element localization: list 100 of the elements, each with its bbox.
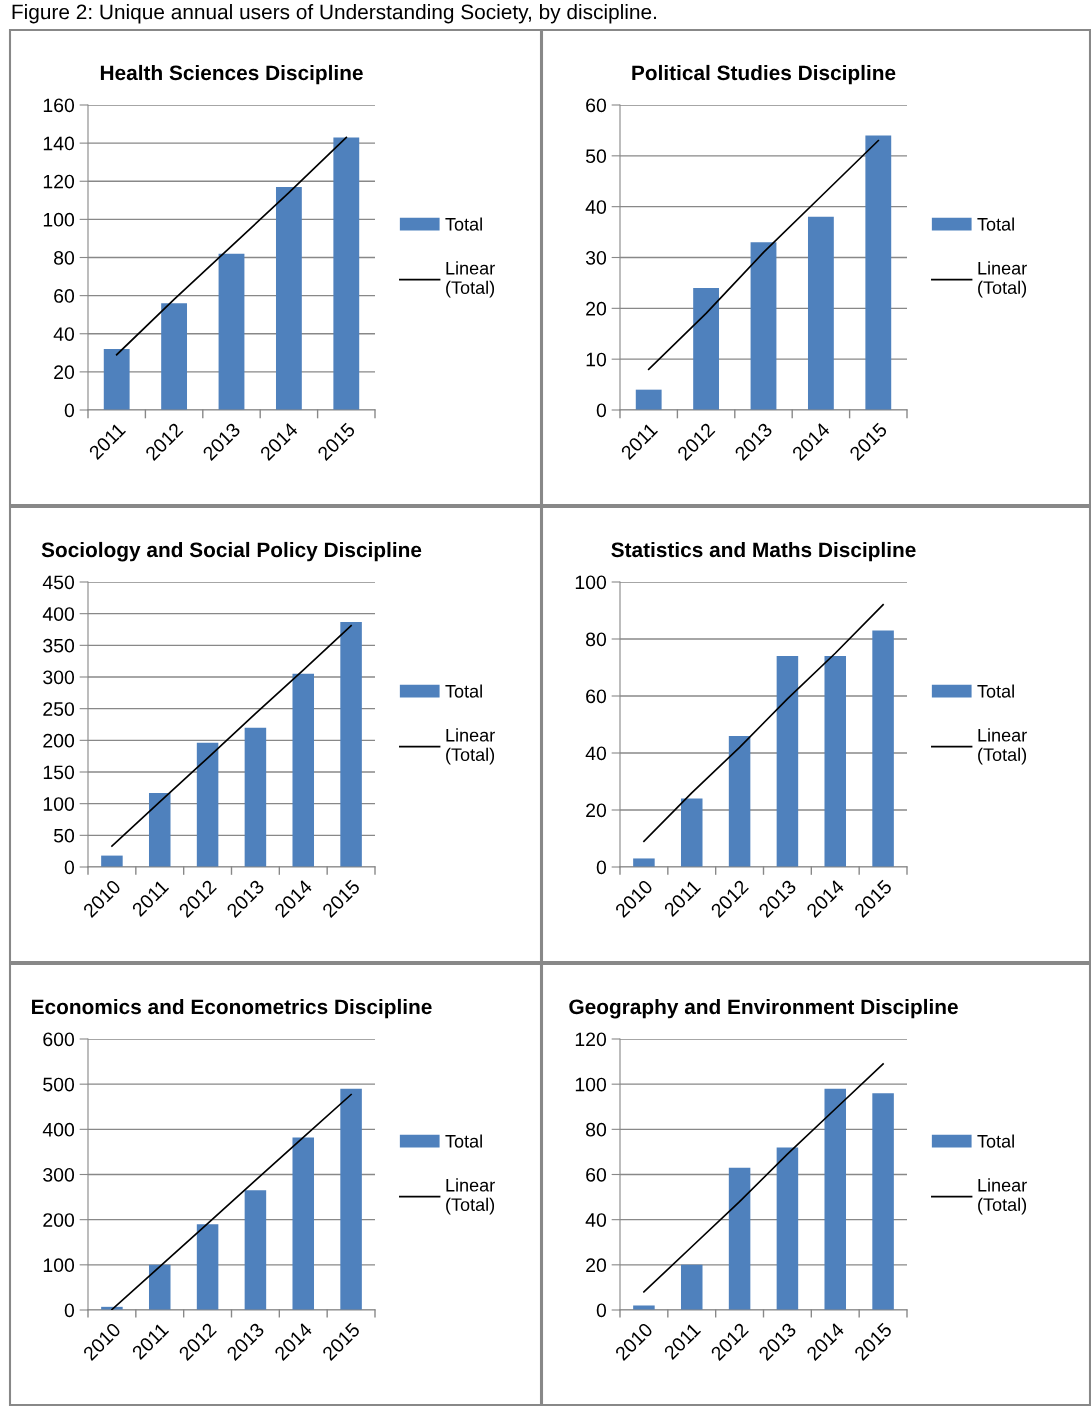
bar bbox=[244, 727, 267, 867]
y-tick-label: 40 bbox=[585, 746, 607, 761]
y-tick-label: 100 bbox=[43, 1258, 75, 1273]
y-tick-label: 0 bbox=[64, 403, 75, 418]
bar bbox=[101, 855, 123, 867]
bar bbox=[693, 288, 720, 410]
y-tick-label: 0 bbox=[64, 860, 75, 875]
y-tick-label: 80 bbox=[54, 250, 75, 265]
bar bbox=[103, 349, 130, 410]
y-tick-label: 60 bbox=[586, 689, 607, 704]
y-tick-label: 100 bbox=[575, 575, 607, 590]
bar bbox=[824, 1088, 847, 1310]
y-tick-label: 120 bbox=[575, 1032, 607, 1047]
chart-title: Political Studies Discipline bbox=[632, 64, 896, 85]
y-tick-label: 0 bbox=[596, 403, 607, 418]
y-tick-label: 0 bbox=[596, 860, 607, 875]
bar bbox=[633, 1305, 655, 1310]
y-tick-label: 50 bbox=[585, 149, 607, 164]
bar bbox=[275, 186, 302, 410]
chart-title: Economics and Econometrics Discipline bbox=[32, 998, 432, 1019]
y-tick-label: 60 bbox=[54, 289, 75, 303]
y-tick-label: 40 bbox=[53, 327, 75, 341]
y-tick-label: 60 bbox=[586, 98, 607, 113]
y-tick-label: 10 bbox=[586, 352, 607, 367]
legend-label: Linear (Total) bbox=[978, 261, 1027, 298]
y-tick-label: 160 bbox=[43, 98, 75, 113]
bar bbox=[750, 242, 777, 410]
chart-title: Sociology and Social Policy Discipline bbox=[41, 541, 422, 562]
y-tick-label: 400 bbox=[42, 1122, 75, 1137]
bar bbox=[633, 858, 655, 867]
line-series bbox=[111, 624, 352, 847]
bar bbox=[824, 656, 847, 867]
legend-label: Total bbox=[445, 1134, 482, 1148]
y-tick-label: 0 bbox=[64, 1303, 75, 1318]
y-tick-label: 500 bbox=[43, 1077, 75, 1092]
y-tick-label: 200 bbox=[43, 1213, 75, 1227]
y-tick-label: 200 bbox=[43, 733, 75, 748]
y-tick-label: 600 bbox=[43, 1032, 75, 1047]
y-tick-label: 80 bbox=[586, 1122, 607, 1137]
legend-label: Linear (Total) bbox=[978, 728, 1027, 765]
bar bbox=[728, 1167, 751, 1310]
bar bbox=[340, 1088, 362, 1310]
y-tick-label: 40 bbox=[585, 1213, 607, 1227]
y-tick-label: 20 bbox=[586, 1258, 607, 1273]
y-tick-label: 100 bbox=[43, 797, 75, 811]
y-tick-label: 120 bbox=[43, 174, 75, 189]
y-tick-label: 80 bbox=[586, 632, 607, 647]
y-tick-label: 140 bbox=[43, 136, 75, 151]
bar bbox=[292, 1137, 315, 1310]
legend-label: Total bbox=[977, 1134, 1014, 1148]
legend-label: Total bbox=[445, 684, 482, 698]
y-tick-label: 40 bbox=[585, 200, 607, 214]
bar bbox=[776, 656, 799, 867]
legend-label: Linear (Total) bbox=[978, 1178, 1027, 1215]
bar bbox=[776, 1147, 799, 1310]
chart-title: Geography and Environment Discipline bbox=[569, 998, 958, 1019]
legend-label: Linear (Total) bbox=[446, 1178, 495, 1215]
bar bbox=[680, 1264, 703, 1310]
line-series bbox=[643, 1063, 884, 1293]
y-tick-label: 30 bbox=[585, 250, 607, 265]
bar bbox=[244, 1190, 267, 1310]
bar bbox=[161, 303, 188, 410]
y-tick-label: 400 bbox=[42, 607, 75, 621]
y-tick-label: 100 bbox=[575, 1077, 607, 1092]
y-tick-label: 250 bbox=[43, 702, 75, 716]
y-tick-label: 350 bbox=[43, 638, 75, 653]
bar bbox=[148, 792, 171, 867]
bar bbox=[333, 137, 360, 410]
y-tick-label: 60 bbox=[586, 1167, 607, 1182]
bar bbox=[148, 1264, 171, 1310]
bar bbox=[292, 673, 315, 867]
y-tick-label: 50 bbox=[53, 828, 75, 843]
bar bbox=[340, 621, 362, 867]
y-tick-label: 20 bbox=[586, 803, 607, 818]
y-tick-label: 0 bbox=[596, 1303, 607, 1318]
bar bbox=[680, 798, 703, 867]
y-tick-label: 20 bbox=[586, 301, 607, 316]
y-tick-label: 300 bbox=[43, 670, 75, 685]
legend-label: Total bbox=[977, 684, 1014, 698]
y-tick-label: 450 bbox=[42, 575, 75, 590]
chart-title: Health Sciences Discipline bbox=[100, 64, 363, 85]
bar bbox=[872, 630, 894, 867]
bar bbox=[635, 389, 662, 410]
line-series bbox=[643, 603, 884, 843]
line-series bbox=[115, 136, 348, 356]
line-series bbox=[647, 139, 880, 371]
y-tick-label: 100 bbox=[43, 212, 75, 227]
legend-label: Linear (Total) bbox=[446, 261, 495, 298]
legend-label: Linear (Total) bbox=[446, 728, 495, 765]
y-tick-label: 300 bbox=[43, 1167, 75, 1182]
chart-title: Statistics and Maths Discipline bbox=[611, 541, 916, 562]
bar bbox=[196, 1224, 219, 1310]
y-tick-label: 20 bbox=[54, 365, 75, 380]
caption: Figure 2: Unique annual users of Understanding Society, by discipline. bbox=[12, 4, 656, 24]
y-tick-label: 150 bbox=[43, 765, 75, 780]
bar bbox=[728, 735, 751, 867]
bar bbox=[865, 135, 892, 410]
legend-label: Total bbox=[977, 217, 1014, 231]
bar bbox=[218, 253, 245, 410]
line-series bbox=[111, 1093, 352, 1310]
